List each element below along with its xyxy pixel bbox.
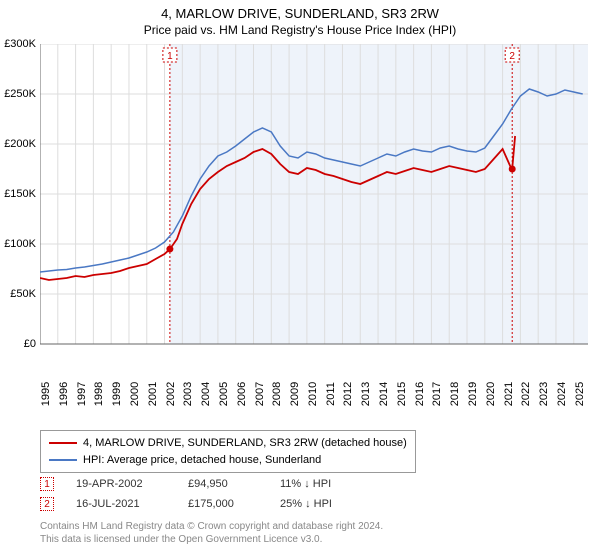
sale-price: £94,950 [188,478,258,490]
x-tick-label: 1999 [111,382,123,406]
x-tick-label: 2023 [538,382,550,406]
x-tick-label: 2016 [414,382,426,406]
y-tick-label: £0 [24,338,36,350]
sale-row: 1 19-APR-2002 £94,950 11% ↓ HPI [40,474,370,494]
x-tick-label: 2014 [378,382,390,406]
y-tick-label: £250K [4,88,36,100]
x-tick-label: 2013 [360,382,372,406]
x-tick-label: 1995 [40,382,52,406]
x-tick-label: 2004 [200,382,212,406]
y-tick-label: £50K [10,288,36,300]
legend: 4, MARLOW DRIVE, SUNDERLAND, SR3 2RW (de… [40,430,416,473]
x-tick-label: 1997 [76,382,88,406]
sale-row: 2 16-JUL-2021 £175,000 25% ↓ HPI [40,494,370,514]
sales-table: 1 19-APR-2002 £94,950 11% ↓ HPI 2 16-JUL-2021… [40,474,370,514]
footer-attribution: Contains HM Land Registry data © Crown c… [40,520,383,546]
x-tick-label: 1998 [93,382,105,406]
x-tick-label: 2008 [271,382,283,406]
sale-date: 16-JUL-2021 [76,498,166,510]
x-tick-label: 2010 [307,382,319,406]
legend-swatch [49,459,77,461]
legend-label: 4, MARLOW DRIVE, SUNDERLAND, SR3 2RW (de… [83,435,407,452]
x-tick-label: 2007 [254,382,266,406]
legend-swatch [49,442,77,444]
sale-marker-icon: 2 [40,497,54,511]
chart-svg: 12 [40,44,588,390]
chart-container: 4, MARLOW DRIVE, SUNDERLAND, SR3 2RW Pri… [0,0,600,560]
x-tick-label: 2025 [574,382,586,406]
x-tick-label: 2020 [485,382,497,406]
chart-subtitle: Price paid vs. HM Land Registry's House … [0,21,600,41]
y-tick-label: £200K [4,138,36,150]
x-tick-label: 2024 [556,382,568,406]
x-tick-label: 2022 [520,382,532,406]
x-tick-label: 2006 [236,382,248,406]
x-tick-label: 2012 [342,382,354,406]
footer-line-2: This data is licensed under the Open Gov… [40,533,383,546]
sale-pct: 11% ↓ HPI [280,478,370,490]
y-tick-label: £150K [4,188,36,200]
x-tick-label: 2018 [449,382,461,406]
x-tick-label: 2011 [325,382,337,406]
x-tick-label: 2009 [289,382,301,406]
sale-pct: 25% ↓ HPI [280,498,370,510]
svg-text:2: 2 [509,51,515,62]
footer-line-1: Contains HM Land Registry data © Crown c… [40,520,383,533]
x-tick-label: 2005 [218,382,230,406]
chart-title: 4, MARLOW DRIVE, SUNDERLAND, SR3 2RW [0,0,600,21]
x-tick-label: 2017 [431,382,443,406]
x-tick-label: 2000 [129,382,141,406]
chart-plot-area: 12 £0£50K£100K£150K£200K£250K£300K199519… [40,44,588,390]
x-tick-label: 2019 [467,382,479,406]
legend-label: HPI: Average price, detached house, Sund… [83,452,321,469]
y-tick-label: £100K [4,238,36,250]
x-tick-label: 1996 [58,382,70,406]
sale-price: £175,000 [188,498,258,510]
y-tick-label: £300K [4,38,36,50]
svg-text:1: 1 [167,51,173,62]
x-tick-label: 2015 [396,382,408,406]
x-tick-label: 2003 [182,382,194,406]
sale-marker-icon: 1 [40,477,54,491]
legend-item: HPI: Average price, detached house, Sund… [49,452,407,469]
x-tick-label: 2002 [165,382,177,406]
sale-date: 19-APR-2002 [76,478,166,490]
x-tick-label: 2021 [503,382,515,406]
legend-item: 4, MARLOW DRIVE, SUNDERLAND, SR3 2RW (de… [49,435,407,452]
x-tick-label: 2001 [147,382,159,406]
